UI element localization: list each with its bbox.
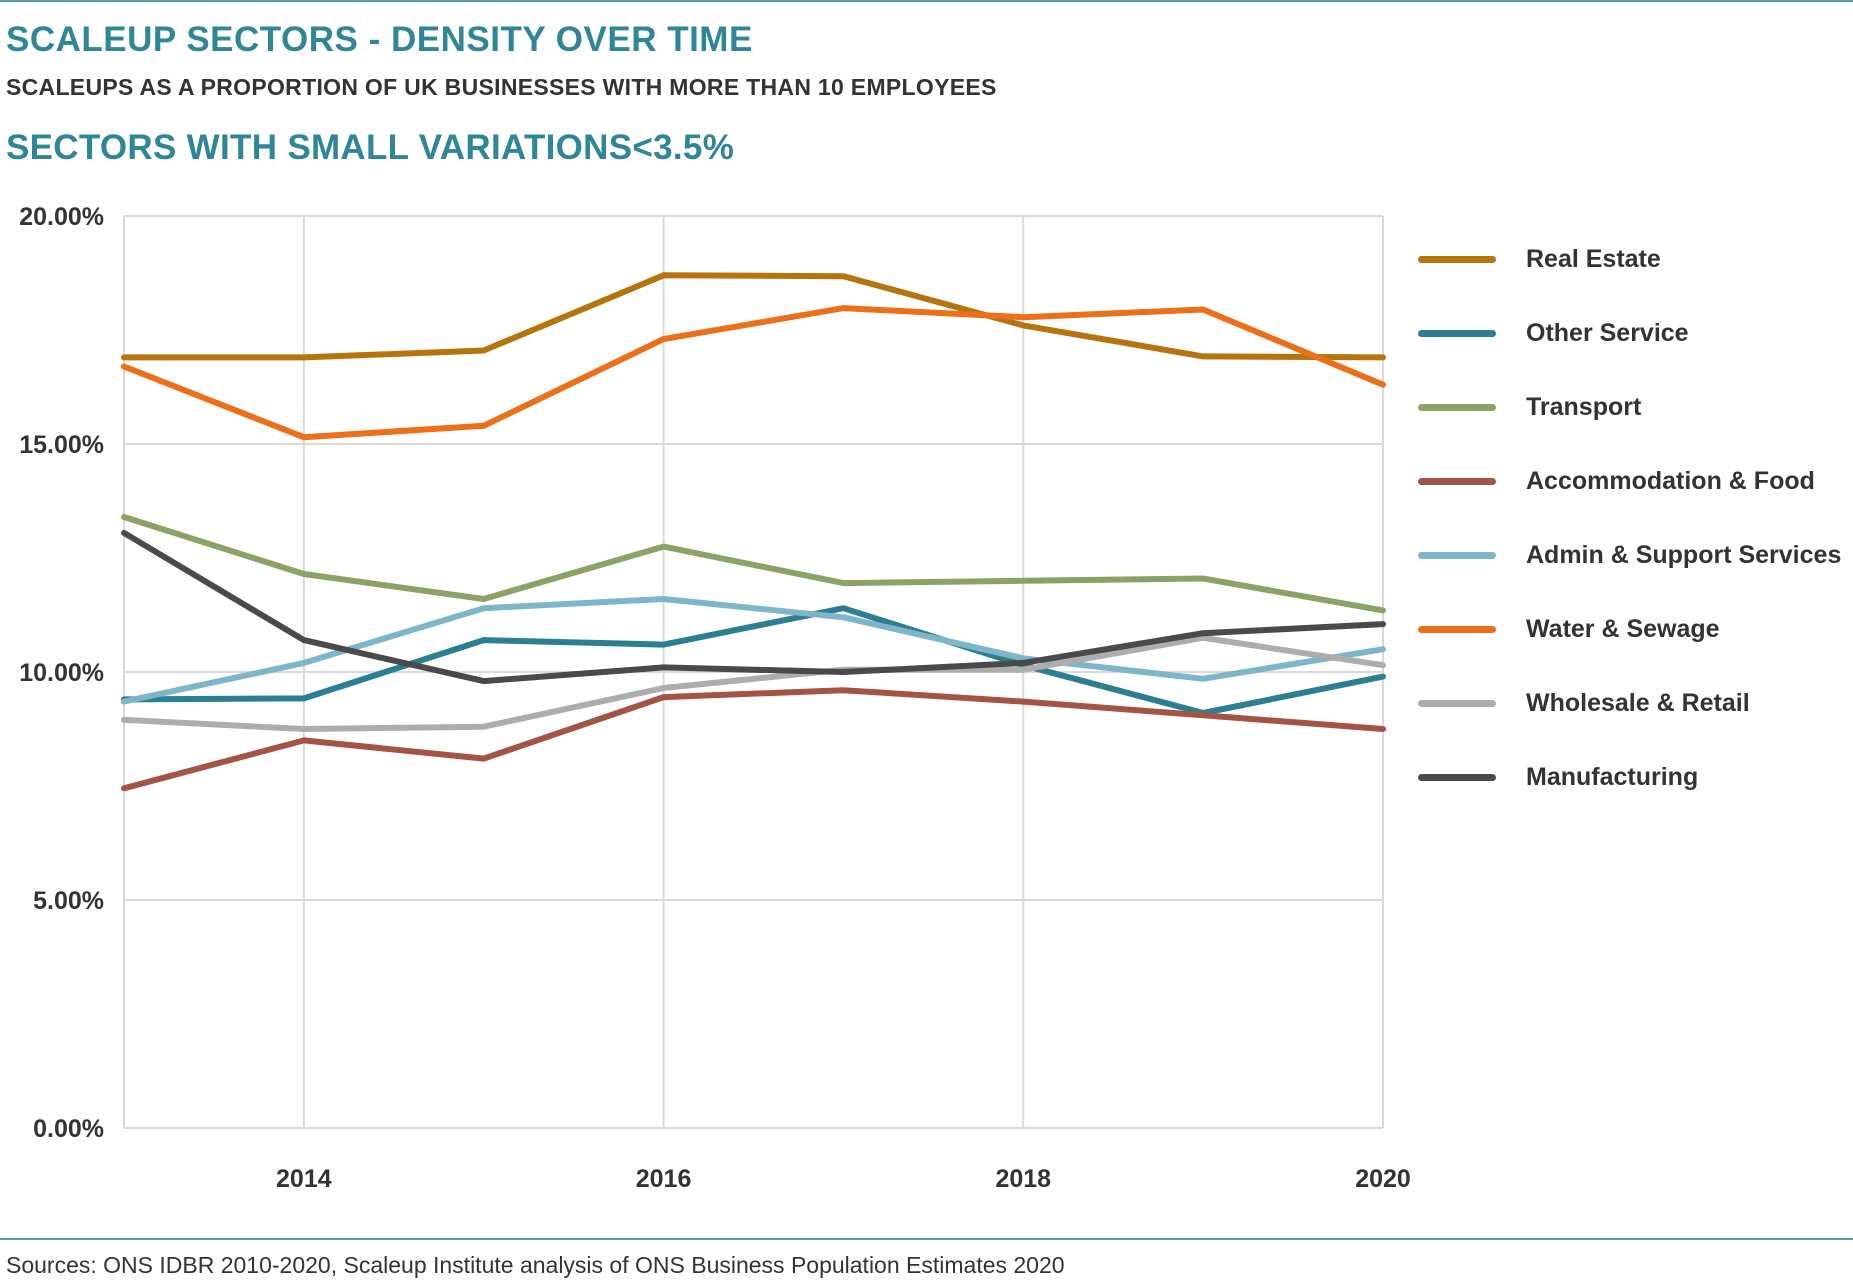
legend-swatch [1418,404,1496,411]
series-line-transport [124,517,1383,610]
legend-item: Other Service [1418,296,1841,370]
legend-label: Accommodation & Food [1526,467,1815,496]
legend-item: Real Estate [1418,222,1841,296]
legend-swatch [1418,330,1496,337]
legend-swatch [1418,256,1496,263]
legend-label: Real Estate [1526,245,1661,274]
legend-label: Transport [1526,393,1641,422]
legend-label: Manufacturing [1526,763,1698,792]
legend-swatch [1418,774,1496,781]
y-tick-label: 20.00% [19,203,104,231]
legend-swatch [1418,700,1496,707]
x-tick-label: 2020 [1355,1165,1411,1193]
series-line-water-sewage [124,308,1383,437]
series-lines [124,275,1383,788]
y-tick-label: 15.00% [19,431,104,459]
legend-swatch [1418,626,1496,633]
x-tick-label: 2014 [276,1165,332,1193]
legend-label: Water & Sewage [1526,615,1720,644]
legend-label: Wholesale & Retail [1526,689,1750,718]
y-tick-label: 5.00% [33,887,104,915]
chart-legend: Real Estate Other Service Transport Accommo… [1418,222,1841,814]
legend-item: Transport [1418,370,1841,444]
legend-swatch [1418,552,1496,559]
legend-item: Wholesale & Retail [1418,666,1841,740]
y-tick-label: 0.00% [33,1115,104,1143]
x-axis-ticks: 2014 2016 2018 2020 [276,1165,1411,1193]
bottom-rule [0,1238,1853,1240]
legend-swatch [1418,478,1496,485]
legend-label: Admin & Support Services [1526,541,1841,570]
x-tick-label: 2016 [636,1165,692,1193]
legend-item: Admin & Support Services [1418,518,1841,592]
series-line-real-estate [124,275,1383,357]
source-note: Sources: ONS IDBR 2010-2020, Scaleup Ins… [6,1252,1065,1279]
legend-item: Accommodation & Food [1418,444,1841,518]
x-tick-label: 2018 [995,1165,1051,1193]
y-axis-ticks: 0.00% 5.00% 10.00% 15.00% 20.00% [19,203,104,1143]
series-line-admin-support-services [124,599,1383,702]
legend-item: Manufacturing [1418,740,1841,814]
legend-label: Other Service [1526,319,1689,348]
y-tick-label: 10.00% [19,659,104,687]
legend-item: Water & Sewage [1418,592,1841,666]
series-line-accommodation-food [124,690,1383,788]
